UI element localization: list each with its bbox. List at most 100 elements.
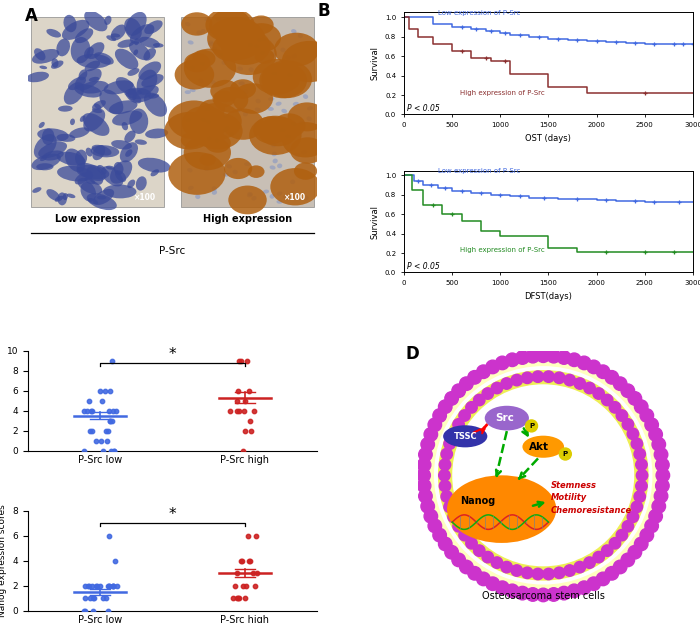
Ellipse shape <box>237 67 243 70</box>
Circle shape <box>605 371 619 384</box>
Ellipse shape <box>187 168 192 173</box>
Circle shape <box>654 448 668 461</box>
Text: TSSC: TSSC <box>454 432 477 441</box>
Circle shape <box>505 353 519 366</box>
Point <box>84 426 95 435</box>
Ellipse shape <box>484 406 529 430</box>
Circle shape <box>511 565 522 576</box>
Point <box>87 581 98 591</box>
Ellipse shape <box>75 150 87 166</box>
Point <box>108 445 120 455</box>
Circle shape <box>290 137 326 164</box>
Circle shape <box>656 468 670 482</box>
Ellipse shape <box>129 89 142 95</box>
Text: Nanog: Nanog <box>461 497 496 506</box>
Circle shape <box>627 428 638 440</box>
Ellipse shape <box>62 20 90 40</box>
Circle shape <box>568 584 581 597</box>
Circle shape <box>543 568 554 580</box>
Ellipse shape <box>84 47 94 59</box>
Ellipse shape <box>92 100 106 110</box>
Ellipse shape <box>86 166 103 185</box>
Circle shape <box>652 437 666 451</box>
Ellipse shape <box>443 426 487 447</box>
Ellipse shape <box>211 190 217 195</box>
Circle shape <box>536 349 550 363</box>
Ellipse shape <box>190 88 196 92</box>
Circle shape <box>496 581 509 594</box>
Ellipse shape <box>124 18 142 40</box>
Ellipse shape <box>75 172 90 184</box>
Point <box>111 581 122 591</box>
Circle shape <box>522 567 533 579</box>
Ellipse shape <box>133 49 138 55</box>
Circle shape <box>453 521 464 532</box>
Ellipse shape <box>74 84 102 98</box>
Ellipse shape <box>268 97 274 101</box>
Text: P < 0.05: P < 0.05 <box>407 103 440 113</box>
Circle shape <box>634 400 648 414</box>
Circle shape <box>248 16 274 34</box>
Ellipse shape <box>32 187 41 193</box>
Ellipse shape <box>57 193 67 206</box>
Ellipse shape <box>66 194 76 198</box>
Ellipse shape <box>247 193 253 197</box>
Circle shape <box>288 102 326 131</box>
Ellipse shape <box>104 16 111 25</box>
Text: P: P <box>529 423 534 429</box>
Ellipse shape <box>86 42 104 59</box>
Ellipse shape <box>272 151 277 156</box>
Circle shape <box>654 489 668 503</box>
Circle shape <box>532 371 544 383</box>
Ellipse shape <box>186 118 191 122</box>
Ellipse shape <box>185 90 191 94</box>
Circle shape <box>578 581 591 594</box>
Ellipse shape <box>291 29 297 34</box>
Ellipse shape <box>200 118 206 122</box>
Point <box>102 435 113 445</box>
Ellipse shape <box>257 37 262 42</box>
Ellipse shape <box>65 148 85 172</box>
Point <box>83 396 94 406</box>
Ellipse shape <box>277 163 282 168</box>
Ellipse shape <box>144 48 156 60</box>
X-axis label: DFST(days): DFST(days) <box>524 292 573 301</box>
Ellipse shape <box>253 44 260 49</box>
Point <box>107 581 118 591</box>
Text: P-Src: P-Src <box>160 247 186 257</box>
Ellipse shape <box>225 126 230 130</box>
Circle shape <box>433 528 447 542</box>
Ellipse shape <box>144 20 162 34</box>
Circle shape <box>543 371 554 383</box>
Ellipse shape <box>221 60 227 65</box>
Text: Osteosarcoma stem cells: Osteosarcoma stem cells <box>482 591 605 601</box>
Ellipse shape <box>270 166 276 169</box>
Circle shape <box>258 117 298 146</box>
Circle shape <box>501 561 512 573</box>
Y-axis label: Survival: Survival <box>370 204 379 239</box>
Circle shape <box>593 388 604 399</box>
Point <box>240 593 251 603</box>
Point <box>231 406 242 416</box>
Circle shape <box>452 384 466 397</box>
Circle shape <box>213 90 235 107</box>
Point <box>231 396 242 406</box>
Ellipse shape <box>238 81 244 85</box>
Circle shape <box>284 77 300 88</box>
Circle shape <box>419 489 432 503</box>
Point <box>230 581 241 591</box>
Point <box>224 406 235 416</box>
Point <box>104 406 115 416</box>
Text: High expression: High expression <box>203 214 293 224</box>
Circle shape <box>458 530 470 541</box>
Ellipse shape <box>232 169 238 174</box>
Circle shape <box>578 356 591 369</box>
Ellipse shape <box>127 179 135 188</box>
Circle shape <box>601 545 613 556</box>
Circle shape <box>645 519 659 533</box>
Ellipse shape <box>148 94 159 98</box>
Circle shape <box>526 587 540 601</box>
Circle shape <box>557 351 570 364</box>
Ellipse shape <box>64 15 76 32</box>
Circle shape <box>168 100 220 139</box>
